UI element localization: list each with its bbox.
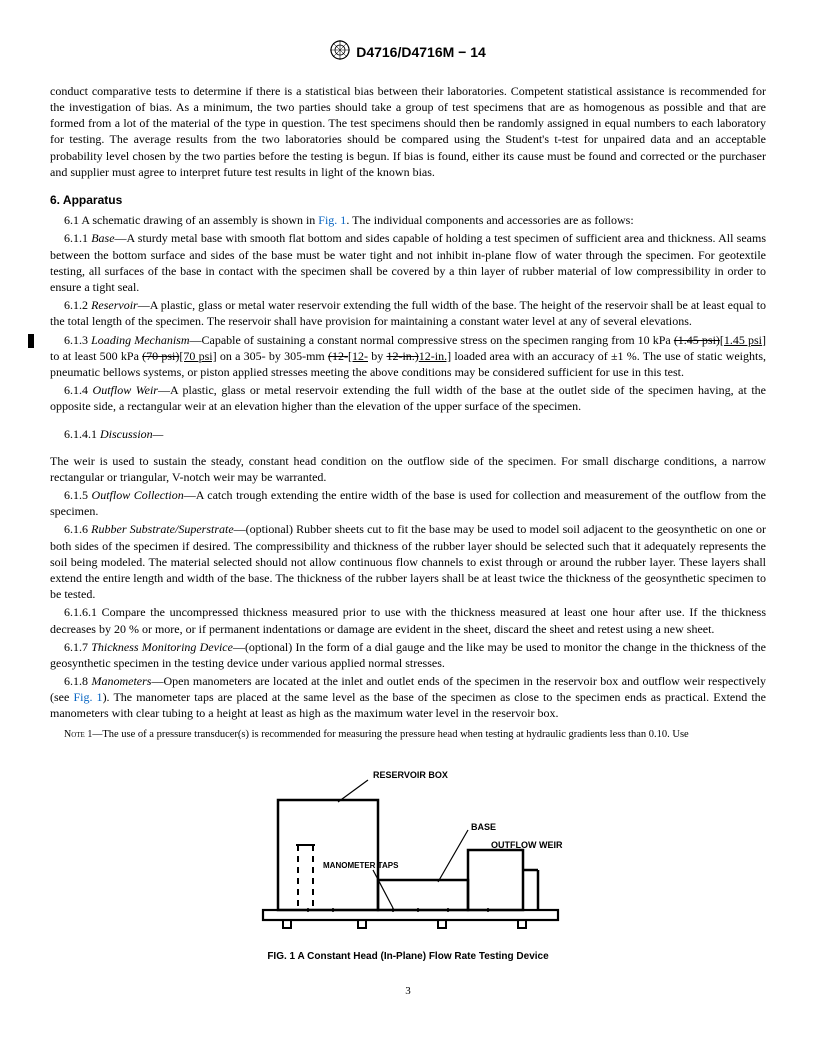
label-base: BASE [471,822,496,832]
para-6-1-5-title: Outflow Collection [92,488,184,502]
para-6-1-3-b: to at least 500 kPa [50,349,142,363]
para-6-1-3-label: 6.1.3 [64,333,91,347]
fig1-ref-2[interactable]: Fig. 1 [73,690,102,704]
note-1-label: Note 1— [64,729,102,740]
para-6-1-3-title: Loading Mechanism [91,333,189,347]
note-1: Note 1—The use of a pressure transducer(… [50,728,766,742]
section-6-heading: 6. Apparatus [50,192,766,208]
para-6-1-4-1-text: The weir is used to sustain the steady, … [50,453,766,485]
para-6-1-3-a: —Capable of sustaining a constant normal… [190,333,674,347]
strike-2: (70 psi) [142,349,179,363]
para-6-1-1-label: 6.1.1 [64,231,91,245]
para-6-1-8: 6.1.8 Manometers—Open manometers are loc… [50,673,766,722]
strike-1: (1.45 psi) [674,333,720,347]
para-6-1-2: 6.1.2 Reservoir—A plastic, glass or meta… [50,297,766,329]
figure-1: RESERVOIR BOX BASE OUTFLOW WEIR MANOMETE… [50,760,766,964]
para-6-1-5-label: 6.1.5 [64,488,92,502]
para-6-1-6-label: 6.1.6 [64,522,91,536]
para-6-1-4-1-head: 6.1.4.1 Discussion— [50,426,766,442]
label-manometer: MANOMETER TAPS [323,861,399,870]
insert-4: 12-in.] [419,349,451,363]
intro-paragraph: conduct comparative tests to determine i… [50,83,766,180]
para-6-1-1: 6.1.1 Base—A sturdy metal base with smoo… [50,230,766,295]
astm-logo [330,40,350,65]
para-6-1-8-label: 6.1.8 [64,674,91,688]
para-6-1-a: 6.1 A schematic drawing of an assembly i… [64,213,318,227]
fig1-ref[interactable]: Fig. 1 [318,213,346,227]
para-6-1-7: 6.1.7 Thickness Monitoring Device—(optio… [50,639,766,671]
insert-3: [12- [348,349,368,363]
header-designation: D4716/D4716M − 14 [356,43,486,62]
para-6-1-2-title: Reservoir [91,298,138,312]
figure-1-svg: RESERVOIR BOX BASE OUTFLOW WEIR MANOMETE… [238,760,578,940]
para-6-1-6-title: Rubber Substrate/Superstrate [91,522,233,536]
label-outflow: OUTFLOW WEIR [491,840,563,850]
para-6-1-2-label: 6.1.2 [64,298,91,312]
strike-4: 12-in.) [386,349,418,363]
para-6-1: 6.1 A schematic drawing of an assembly i… [50,212,766,228]
strike-3: (12- [328,349,348,363]
figure-1-caption: FIG. 1 A Constant Head (In-Plane) Flow R… [50,950,766,964]
para-6-1-1-text: —A sturdy metal base with smooth flat bo… [50,231,766,294]
para-6-1-4-1-label: 6.1.4.1 [64,427,100,441]
note-1-text: The use of a pressure transducer(s) is r… [102,729,688,740]
para-6-1-3-d: by [368,349,386,363]
para-6-1-8-title: Manometers [91,674,151,688]
para-6-1-1-title: Base [91,231,114,245]
para-6-1-8-b: ). The manometer taps are placed at the … [50,690,766,720]
page-number: 3 [50,984,766,999]
para-6-1-4-label: 6.1.4 [64,383,93,397]
para-6-1-2-text: —A plastic, glass or metal water reservo… [50,298,766,328]
para-6-1-5: 6.1.5 Outflow Collection—A catch trough … [50,487,766,519]
para-6-1-6: 6.1.6 Rubber Substrate/Superstrate—(opti… [50,521,766,602]
para-6-1-4-title: Outflow Weir [93,383,158,397]
label-reservoir: RESERVOIR BOX [373,770,448,780]
para-6-1-6-1: 6.1.6.1 Compare the uncompressed thickne… [50,604,766,636]
para-6-1-4-text: —A plastic, glass or metal reservoir ext… [50,383,766,413]
para-6-1-4-1-title: Discussion— [100,427,163,441]
page-header: D4716/D4716M − 14 [50,40,766,65]
para-6-1-4: 6.1.4 Outflow Weir—A plastic, glass or m… [50,382,766,414]
insert-1: [1.45 psi] [720,333,766,347]
para-6-1-3: 6.1.3 Loading Mechanism—Capable of susta… [50,332,766,381]
insert-2: [70 psi] [179,349,216,363]
para-6-1-b: . The individual components and accessor… [346,213,633,227]
para-6-1-3-c: on a 305- by 305-mm [217,349,328,363]
para-6-1-7-title: Thickness Monitoring Device [91,640,233,654]
para-6-1-7-label: 6.1.7 [64,640,91,654]
